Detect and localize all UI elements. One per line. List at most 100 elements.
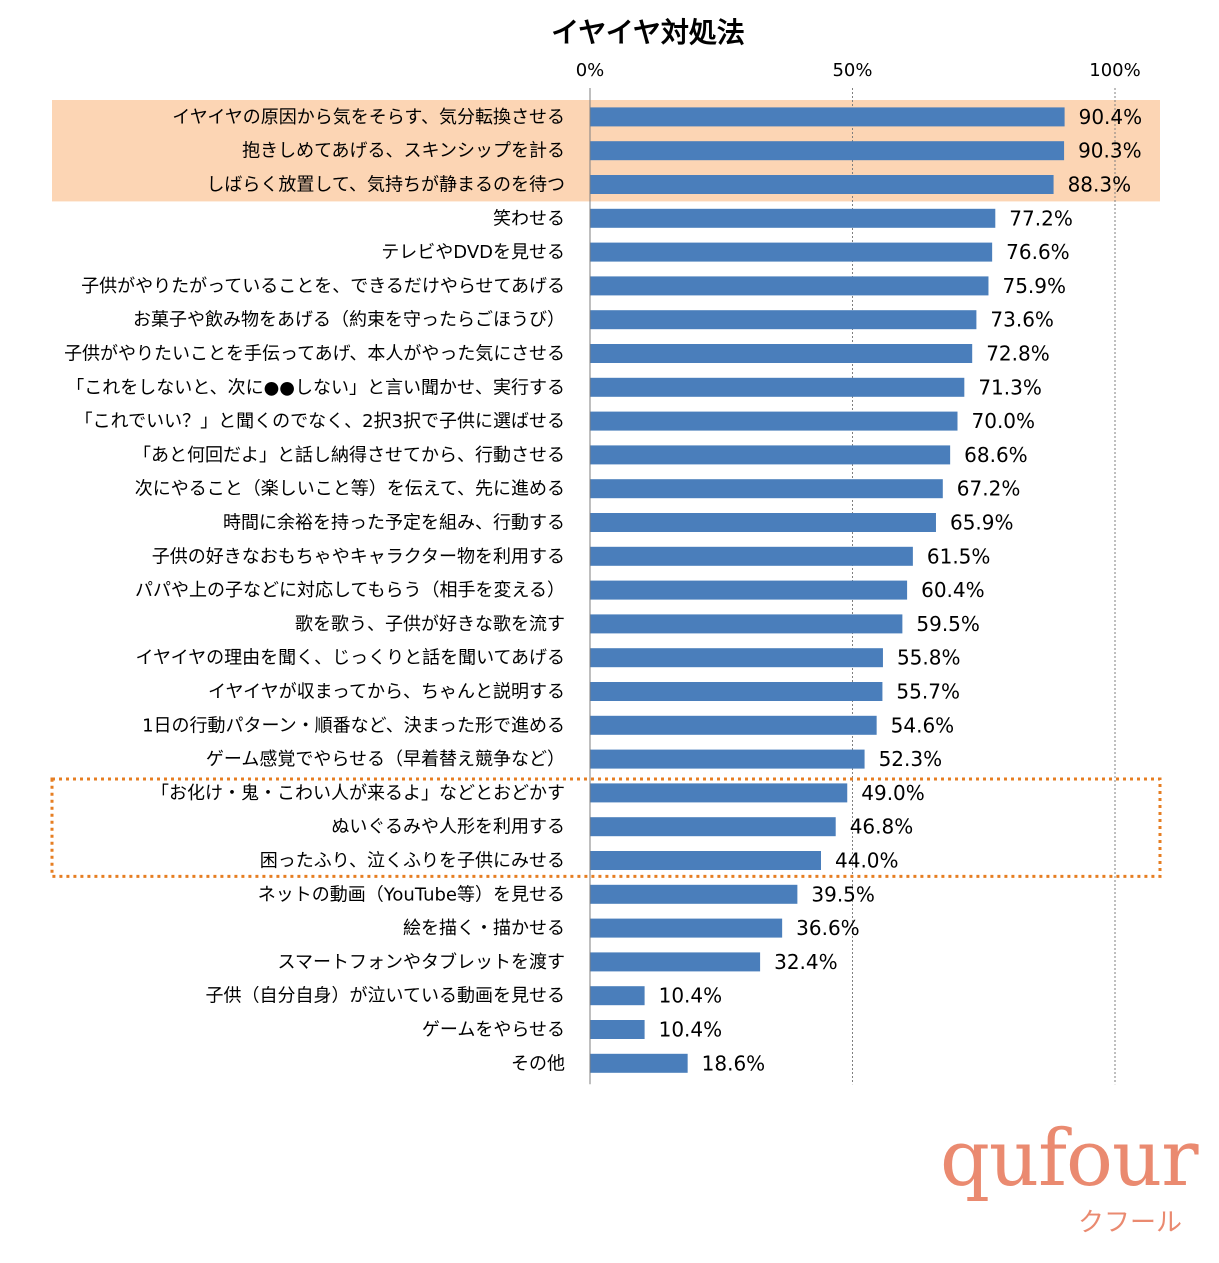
value-label: 44.0% xyxy=(835,849,899,873)
value-label: 32.4% xyxy=(774,950,838,974)
category-label: ぬいぐるみや人形を利用する xyxy=(331,817,565,838)
bar xyxy=(590,377,965,397)
bar xyxy=(590,411,958,431)
value-label: 55.7% xyxy=(896,680,960,704)
bar xyxy=(590,918,783,938)
bars xyxy=(590,107,1065,1073)
value-label: 76.6% xyxy=(1006,240,1070,264)
bar xyxy=(590,851,821,870)
category-label: イヤイヤの原因から気をそらす、気分転換させる xyxy=(172,107,565,128)
value-label: 68.6% xyxy=(964,443,1028,467)
category-label: 絵を描く・描かせる xyxy=(403,918,565,939)
category-label: パパや上の子などに対応してもらう（相手を変える） xyxy=(135,580,565,601)
value-label: 55.8% xyxy=(897,646,961,670)
value-label: 54.6% xyxy=(891,713,955,737)
bar xyxy=(590,715,877,735)
category-label: 子供（自分自身）が泣いている動画を見せる xyxy=(206,986,565,1007)
bar xyxy=(590,1020,645,1039)
category-label: スマートフォンやタブレットを渡す xyxy=(278,951,565,973)
value-label: 90.3% xyxy=(1078,139,1142,163)
value-label: 88.3% xyxy=(1068,173,1132,197)
bar xyxy=(590,242,993,262)
value-label: 73.6% xyxy=(990,308,1054,332)
category-label: 歌を歌う、子供が好きな歌を流す xyxy=(295,614,565,635)
bar xyxy=(590,682,883,701)
value-label: 72.8% xyxy=(986,342,1050,366)
category-label: 「これでいい？」と聞くのでなく、2択3択で子供に選ばせる xyxy=(75,411,565,432)
bar xyxy=(590,986,645,1006)
bar xyxy=(590,817,836,837)
bar xyxy=(590,445,951,465)
category-label: イヤイヤが収まってから、ちゃんと説明する xyxy=(208,682,565,703)
bar xyxy=(590,479,943,499)
bar xyxy=(590,783,848,803)
bar-chart: イヤイヤ対処法 0% 50% 100% イヤイヤの原因から気をそらす、気分転換させる… xyxy=(50,16,1162,1085)
value-label: 61.5% xyxy=(927,544,991,568)
category-label: 時間に余裕を持った予定を組み、行動する xyxy=(223,513,565,534)
category-label: 次にやること（楽しいこと等）を伝えて、先に進める xyxy=(135,479,565,500)
category-label: 1日の行動パターン・順番など、決まった形で進める xyxy=(142,715,565,736)
bar xyxy=(590,175,1054,194)
bar xyxy=(590,208,996,228)
logo-wordmark: qufour xyxy=(940,1114,1199,1204)
bar xyxy=(590,141,1065,161)
value-label: 67.2% xyxy=(957,477,1021,501)
bar xyxy=(590,310,977,330)
value-label: 18.6% xyxy=(702,1051,766,1075)
category-label: 笑わせる xyxy=(493,208,565,229)
tick-label: 100% xyxy=(1089,60,1140,81)
bar xyxy=(590,884,798,904)
category-label: 「あと何回だよ」と話し納得させてから、行動させる xyxy=(133,445,565,466)
value-label: 60.4% xyxy=(921,578,985,602)
category-label: お菓子や飲み物をあげる（約束を守ったらごほうび） xyxy=(133,310,565,331)
value-label: 75.9% xyxy=(1002,274,1066,298)
category-label: ゲームをやらせる xyxy=(422,1020,565,1041)
category-label: テレビやDVDを見せる xyxy=(381,242,565,263)
value-label: 59.5% xyxy=(916,612,980,636)
value-label: 39.5% xyxy=(811,882,875,906)
category-label: その他 xyxy=(511,1053,565,1074)
bar xyxy=(590,614,903,634)
bar xyxy=(590,952,761,972)
value-label: 52.3% xyxy=(879,747,943,771)
category-label: 子供がやりたがっていることを、できるだけやらせてあげる xyxy=(81,276,565,297)
category-label: ゲーム感覚でやらせる（早着替え競争など） xyxy=(206,749,565,770)
category-label: 子供の好きなおもちゃやキャラクター物を利用する xyxy=(152,546,565,567)
value-label: 49.0% xyxy=(861,781,925,805)
bar xyxy=(590,1053,688,1073)
category-label: しばらく放置して、気持ちが静まるのを待つ xyxy=(206,175,565,196)
value-labels: 90.4% 90.3% 88.3% 77.2% 76.6% 75.9% 73.6% 72.8%… xyxy=(659,105,1143,1075)
dotted-highlight-box xyxy=(50,777,1162,878)
category-label: 「お化け・鬼・こわい人が来るよ」などとおどかす xyxy=(151,783,565,804)
x-axis-ticks: 0% 50% 100% xyxy=(576,60,1141,81)
category-label: 「これをしないと、次に●●しない」と言い聞かせ、実行する xyxy=(66,377,565,398)
tick-label: 50% xyxy=(832,60,872,81)
bar xyxy=(590,580,908,600)
qufour-logo: qufour クフール xyxy=(940,1120,1200,1240)
category-label: 抱きしめてあげる、スキンシップを計る xyxy=(242,141,565,162)
value-label: 36.6% xyxy=(796,916,860,940)
value-label: 10.4% xyxy=(659,984,723,1008)
value-label: 46.8% xyxy=(850,815,914,839)
category-label: 子供がやりたいことを手伝ってあげ、本人がやった気にさせる xyxy=(64,344,565,365)
category-label: ネットの動画（YouTube等）を見せる xyxy=(258,884,565,905)
bar xyxy=(590,513,936,532)
category-label: イヤイヤの理由を聞く、じっくりと話を聞いてあげる xyxy=(136,648,565,669)
bar xyxy=(590,107,1065,127)
bar xyxy=(590,749,865,769)
value-label: 77.2% xyxy=(1009,206,1073,230)
logo-subtitle: クフール xyxy=(1077,1208,1182,1238)
category-label: 困ったふり、泣くふりを子供にみせる xyxy=(260,851,565,872)
bar xyxy=(590,276,989,296)
bar xyxy=(590,546,913,566)
value-label: 71.3% xyxy=(978,375,1042,399)
bar xyxy=(590,648,883,668)
category-labels: イヤイヤの原因から気をそらす、気分転換させる抱きしめてあげる、スキンシップを計る… xyxy=(64,107,565,1074)
bar xyxy=(590,344,973,363)
tick-label: 0% xyxy=(576,60,605,81)
value-label: 65.9% xyxy=(950,511,1014,535)
value-label: 10.4% xyxy=(659,1018,723,1042)
value-label: 70.0% xyxy=(972,409,1036,433)
value-label: 90.4% xyxy=(1079,105,1143,129)
chart-title: イヤイヤ対処法 xyxy=(551,16,745,49)
